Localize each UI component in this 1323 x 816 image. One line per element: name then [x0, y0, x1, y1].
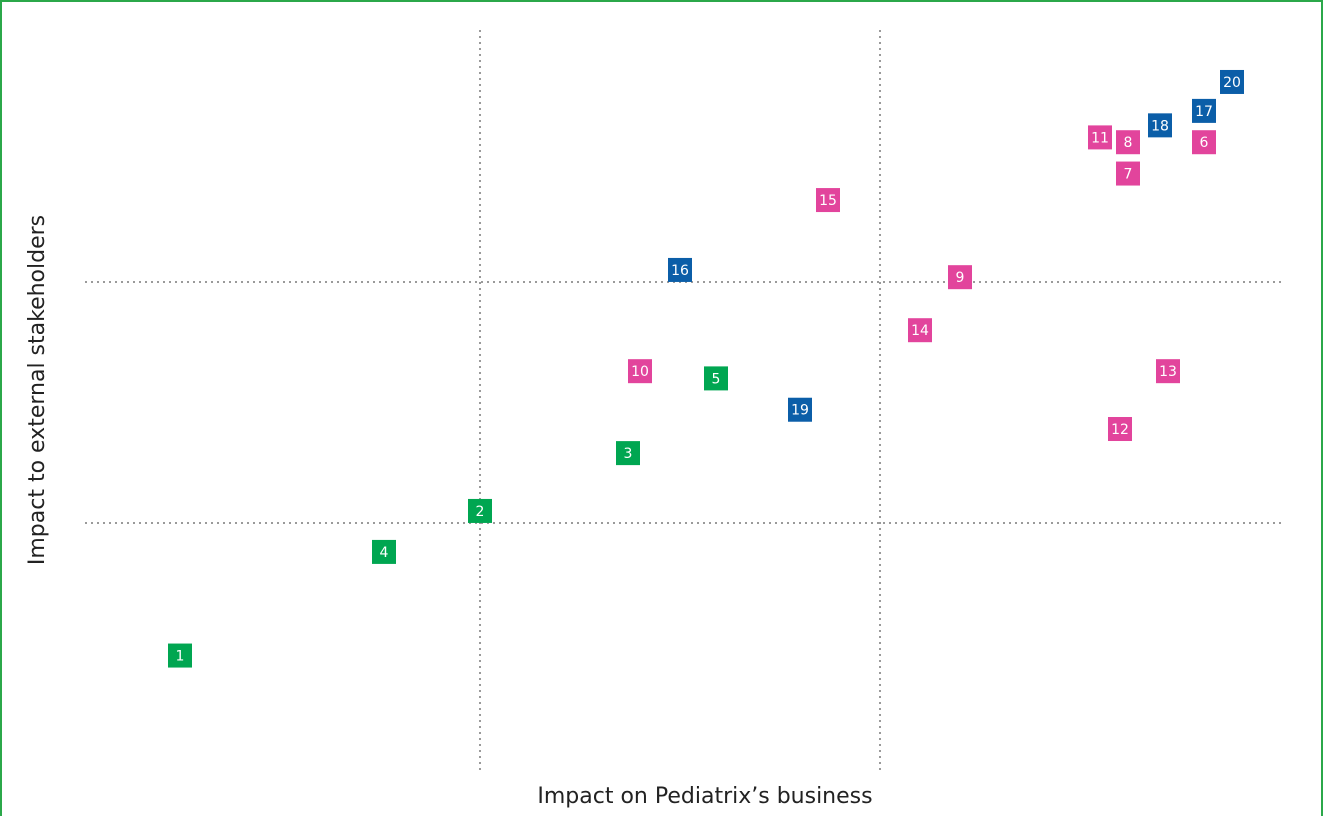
point: 17	[1192, 98, 1216, 123]
point-label: 9	[956, 270, 965, 286]
point: 16	[668, 257, 692, 282]
point-label: 2	[476, 504, 485, 520]
point-marker	[1088, 125, 1112, 150]
point-label: 5	[712, 371, 721, 387]
point: 19	[788, 397, 812, 422]
point: 15	[816, 188, 840, 213]
point-marker	[1116, 161, 1140, 186]
point-label: 16	[671, 263, 689, 279]
point-marker	[668, 257, 692, 282]
point-label: 15	[819, 193, 837, 209]
point-label: 6	[1200, 135, 1209, 151]
point: 2	[468, 498, 492, 523]
point-marker	[1192, 98, 1216, 123]
point-label: 3	[624, 446, 633, 462]
point: 8	[1116, 130, 1140, 155]
point-marker	[816, 188, 840, 213]
point: 12	[1108, 417, 1132, 442]
point-label: 17	[1195, 104, 1213, 120]
point: 13	[1156, 359, 1180, 384]
point: 11	[1088, 125, 1112, 150]
point-marker	[372, 539, 396, 564]
point-label: 10	[631, 364, 649, 380]
point-marker	[788, 397, 812, 422]
point-label: 12	[1111, 422, 1129, 438]
point-marker	[1220, 69, 1244, 94]
point: 9	[948, 265, 972, 290]
point-label: 11	[1091, 130, 1109, 146]
point-label: 19	[791, 403, 809, 419]
point: 6	[1192, 130, 1216, 155]
point: 1	[168, 643, 192, 668]
point-marker	[628, 359, 652, 384]
x-axis-label: Impact on Pediatrix’s business	[537, 784, 872, 809]
point-label: 4	[380, 545, 389, 561]
point-label: 1	[176, 649, 185, 665]
point-marker	[1192, 130, 1216, 155]
point-label: 18	[1151, 118, 1169, 134]
point-label: 14	[911, 323, 929, 339]
point-marker	[616, 441, 640, 466]
point-label: 13	[1159, 364, 1177, 380]
point-label: 20	[1223, 75, 1241, 91]
point: 3	[616, 441, 640, 466]
point: 20	[1220, 69, 1244, 94]
point-label: 7	[1124, 167, 1133, 183]
point: 14	[908, 318, 932, 343]
point-marker	[1108, 417, 1132, 442]
point-marker	[1116, 130, 1140, 155]
point-marker	[908, 318, 932, 343]
point-marker	[948, 265, 972, 290]
point: 7	[1116, 161, 1140, 186]
point-marker	[168, 643, 192, 668]
point: 5	[704, 366, 728, 391]
point-marker	[1148, 113, 1172, 138]
point-marker	[468, 498, 492, 523]
y-axis-label: Impact to external stakeholders	[25, 215, 50, 565]
point: 10	[628, 359, 652, 384]
point-marker	[704, 366, 728, 391]
point-label: 8	[1124, 135, 1133, 151]
point-marker	[1156, 359, 1180, 384]
point: 18	[1148, 113, 1172, 138]
point: 4	[372, 539, 396, 564]
